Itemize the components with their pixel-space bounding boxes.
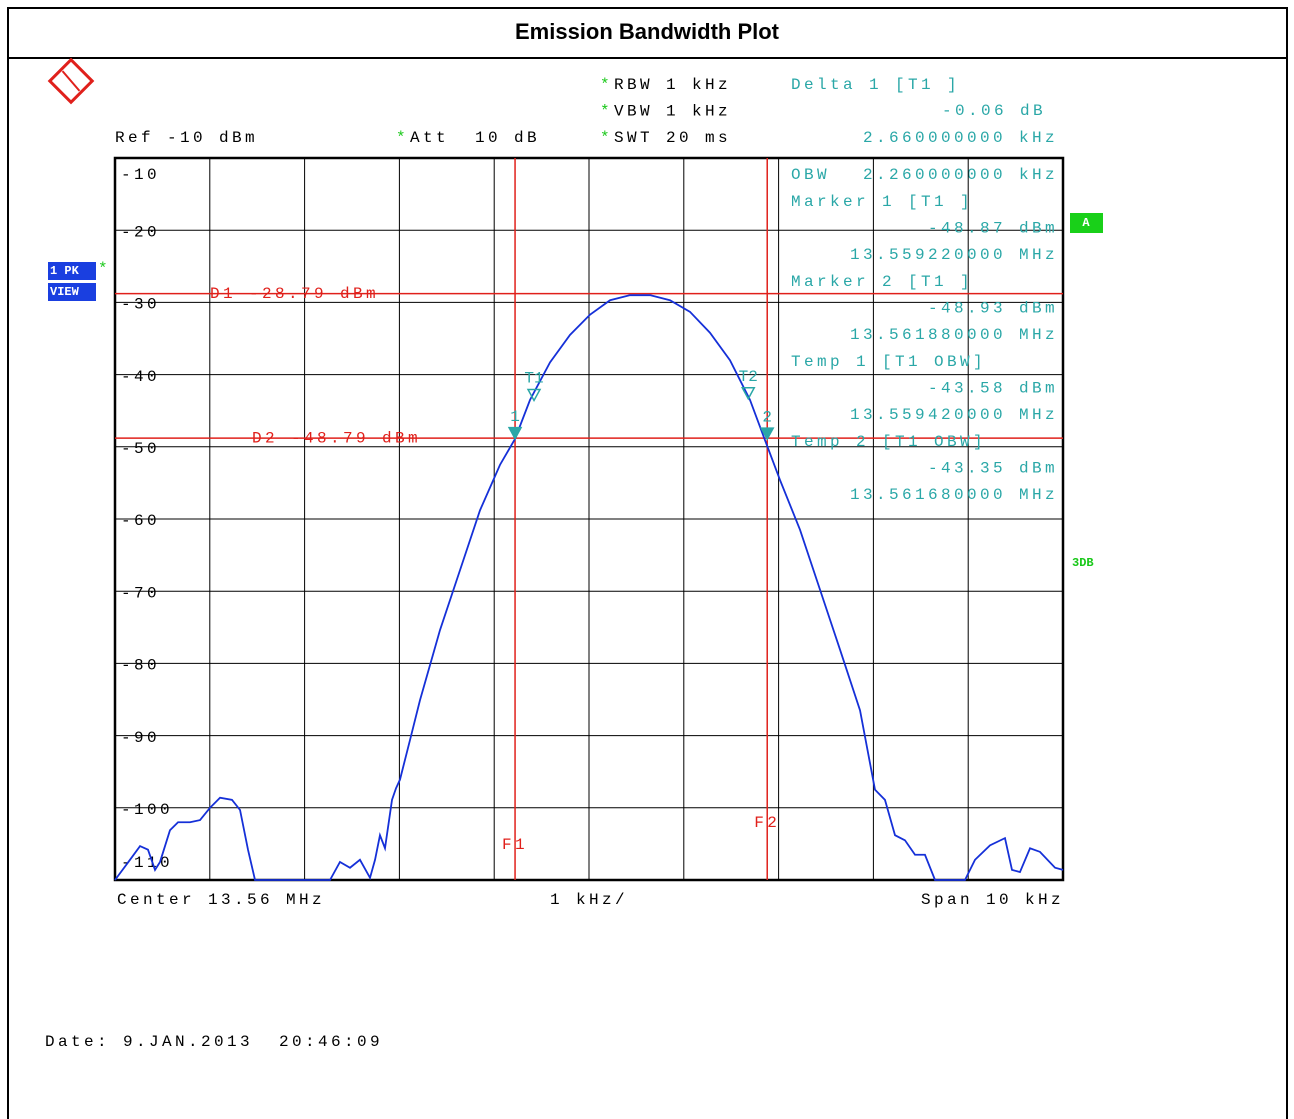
y-tick-label: -60	[121, 512, 160, 530]
setting-star: *	[396, 129, 409, 147]
x-div-label: 1 kHz/	[550, 891, 628, 909]
frequency-line-label: F1	[502, 836, 528, 854]
page-frame	[7, 7, 1288, 1119]
side-label: 3DB	[1072, 556, 1094, 570]
setting-star: *	[600, 103, 613, 121]
setting: SWT 20 ms	[614, 129, 731, 147]
marker-name: Temp 1 [T1 OBW]	[791, 353, 986, 371]
y-tick-label: -30	[121, 296, 160, 314]
marker-symbol: T2	[739, 368, 758, 386]
marker-symbol: 1	[510, 408, 520, 426]
trace-box	[48, 283, 96, 301]
marker-x: 13.561880000 MHz	[850, 326, 1058, 344]
delta-value: -0.06 dB	[942, 102, 1046, 120]
trace-label: 1 PK	[50, 264, 80, 278]
plot-frame	[113, 156, 1065, 882]
setting-star: *	[600, 76, 613, 94]
y-tick-label: -80	[121, 657, 160, 675]
obw-name: OBW	[791, 166, 830, 184]
marker-name: Marker 2 [T1 ]	[791, 273, 973, 291]
setting-star: *	[600, 129, 613, 147]
side-box-a	[1070, 213, 1103, 233]
trace-label: VIEW	[50, 285, 80, 299]
marker-name: Temp 2 [T1 OBW]	[791, 433, 986, 451]
trace-box	[48, 262, 96, 280]
marker-x: 13.559420000 MHz	[850, 406, 1058, 424]
y-tick-label: -20	[121, 223, 160, 241]
chart-title: Emission Bandwidth Plot	[515, 19, 780, 44]
ref-level: Ref -10 dBm	[115, 129, 258, 147]
y-tick-label: -10	[121, 166, 160, 184]
marker	[741, 387, 756, 401]
marker-value: -48.87 dBm	[928, 220, 1058, 238]
marker	[526, 388, 542, 403]
date: Date: 9.JAN.2013 20:46:09	[45, 1033, 383, 1051]
marker-symbol: 2	[762, 408, 772, 426]
display-line-label: D2 -48.79 dBm	[252, 429, 421, 447]
delta-name: Delta 1 [T1 ]	[791, 76, 960, 94]
setting: VBW 1 kHz	[614, 103, 731, 121]
setting: RBW 1 kHz	[614, 76, 731, 94]
x-span-label: Span 10 kHz	[921, 891, 1064, 909]
marker-name: Marker 1 [T1 ]	[791, 193, 973, 211]
obw-value: 2.260000000 kHz	[863, 166, 1058, 184]
setting-star: *	[98, 260, 111, 278]
delta-x: 2.660000000 kHz	[863, 129, 1058, 147]
y-tick-label: -90	[121, 729, 160, 747]
marker-value: -43.35 dBm	[928, 460, 1058, 478]
marker-symbol: T1	[524, 370, 543, 388]
marker	[759, 427, 775, 441]
frequency-line-label: F2	[754, 814, 780, 832]
display-line-label: D1 -28.79 dBm	[210, 285, 379, 303]
marker-x: 13.561680000 MHz	[850, 486, 1058, 504]
x-center-label: Center 13.56 MHz	[117, 891, 325, 909]
y-tick-label: -40	[121, 368, 160, 386]
side-label: A	[1082, 216, 1090, 230]
marker-x: 13.559220000 MHz	[850, 246, 1058, 264]
y-tick-label: -70	[121, 584, 160, 602]
attenuation: Att 10 dB	[410, 129, 540, 147]
y-tick-label: -50	[121, 440, 160, 458]
marker-value: -48.93 dBm	[928, 300, 1058, 318]
y-tick-label: -110	[121, 854, 173, 872]
trace	[114, 294, 1064, 881]
logo	[47, 57, 95, 105]
marker	[507, 426, 523, 441]
marker-value: -43.58 dBm	[928, 380, 1058, 398]
y-tick-label: -100	[121, 801, 173, 819]
